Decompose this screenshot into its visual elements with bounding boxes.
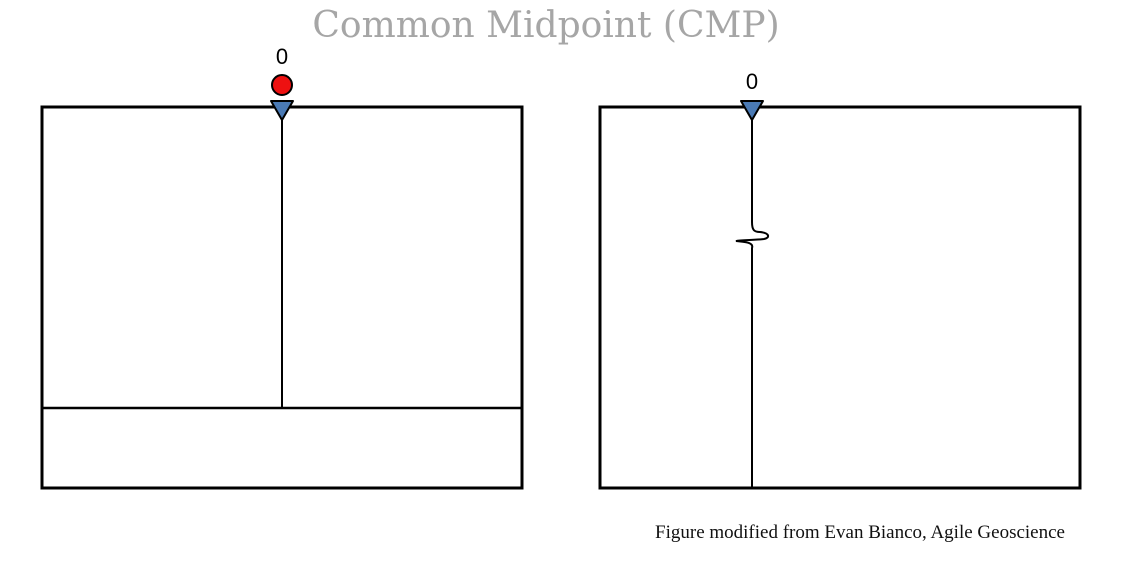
right-panel: 0 bbox=[598, 69, 1082, 490]
left-panel: 0 bbox=[40, 44, 524, 490]
receiver-marker-right bbox=[740, 100, 764, 121]
seismic-trace bbox=[735, 120, 770, 488]
figure-credit: Figure modified from Evan Bianco, Agile … bbox=[655, 522, 1065, 543]
figure-title: Common Midpoint (CMP) bbox=[312, 5, 779, 46]
source-marker bbox=[271, 74, 293, 96]
left-offset-label: 0 bbox=[276, 44, 288, 69]
right-panel-frame bbox=[598, 105, 1082, 490]
right-offset-label: 0 bbox=[746, 69, 758, 94]
receiver-marker-left bbox=[270, 100, 294, 121]
